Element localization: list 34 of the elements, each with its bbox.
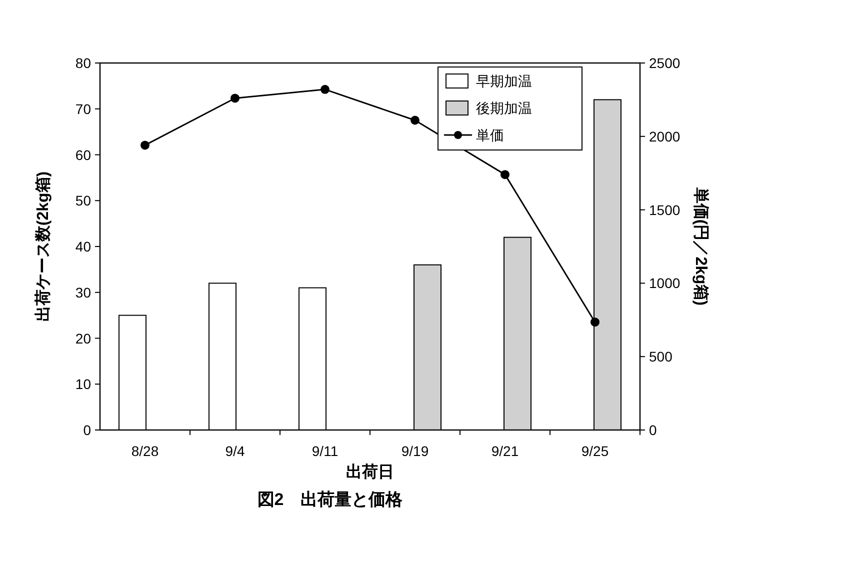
y2-axis-title: 単価(円／2kg箱) (692, 186, 710, 306)
x-axis-title: 出荷日 (346, 463, 394, 481)
point (500, 170, 510, 180)
x-tick-label: 9/21 (491, 443, 519, 459)
y-tick-label: 70 (75, 100, 92, 117)
y-axis-title: 出荷ケース数(2kg箱) (34, 171, 52, 322)
legend-label: 後期加温 (476, 100, 532, 116)
y-tick-label: 50 (75, 192, 92, 209)
y2-tick-label: 2500 (649, 55, 680, 71)
y2-tick-label: 1500 (649, 202, 680, 218)
y2-tick-label: 500 (649, 348, 673, 365)
y-tick-label: 40 (75, 238, 92, 254)
y-tick-label: 80 (75, 55, 92, 71)
legend-label: 単価 (476, 127, 504, 143)
text: 図2 出荷量と価格 (257, 490, 404, 509)
legend-label: 早期加温 (476, 73, 532, 89)
y-tick-label: 10 (75, 376, 92, 392)
point (140, 140, 150, 150)
y2-tick-label: 1000 (649, 275, 680, 292)
x-tick-label: 9/25 (581, 443, 609, 459)
point (320, 84, 330, 94)
point (590, 318, 600, 327)
y-tick-label: 30 (75, 284, 92, 300)
point (410, 116, 420, 125)
x-tick-label: 9/19 (401, 443, 429, 459)
y-tick-label: 60 (75, 146, 92, 163)
point (230, 94, 240, 103)
x-tick-label: 9/11 (312, 443, 338, 459)
x-tick-label: 9/4 (225, 443, 245, 459)
y-tick-label: 20 (75, 330, 92, 346)
y2-tick-label: 2000 (649, 128, 680, 144)
y2-tick-label: 0 (649, 422, 657, 438)
y-tick-label: 0 (83, 422, 92, 438)
x-tick-label: 8/28 (131, 443, 159, 459)
